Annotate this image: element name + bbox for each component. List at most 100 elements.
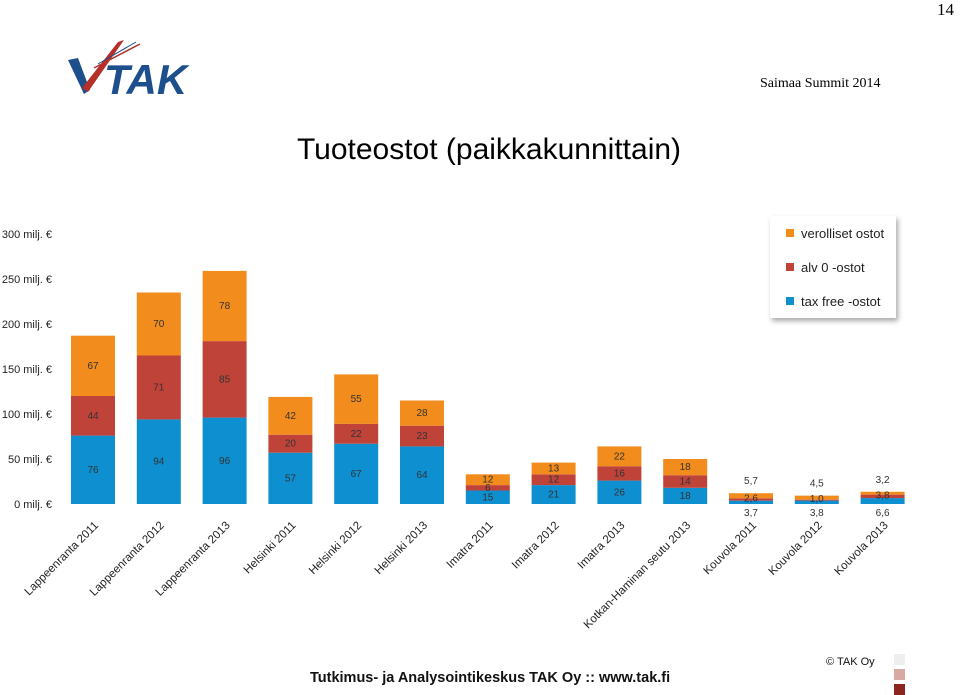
bars: [71, 270, 905, 504]
bar-verolliset: [268, 396, 313, 435]
x-tick-label: Imatra 2013: [576, 520, 628, 572]
data-label: 18: [680, 491, 692, 502]
data-label: 44: [87, 411, 99, 422]
x-tick-label: Helsinki 2011: [242, 520, 299, 577]
bar-alv0: [860, 494, 905, 499]
data-label: 5,7: [744, 476, 758, 487]
data-label: 3,7: [744, 508, 758, 519]
legend-label: verolliset ostot: [801, 225, 885, 241]
data-label: 96: [219, 456, 231, 467]
legend-swatch: [786, 297, 794, 305]
x-tick-label: Kouvola 2013: [832, 520, 890, 578]
data-label: 23: [416, 431, 428, 442]
conference-name: Saimaa Summit 2014: [760, 76, 881, 91]
x-tick-label: Kouvola 2011: [702, 520, 760, 578]
stacked-bar-chart: 0 milj. € 50 milj. € 100 milj. € 150 milj. …: [2, 229, 905, 632]
legend-label: tax free -ostot: [801, 293, 881, 309]
tak-logo: TAK: [64, 38, 214, 103]
x-tick-label: Lappeenranta 2013: [154, 520, 233, 599]
logo-text: TAK: [104, 56, 190, 102]
data-label: 71: [153, 382, 165, 393]
bar-tax_free: [71, 435, 115, 504]
legend-item: verolliset ostot: [786, 225, 884, 241]
copyright: © TAK Oy: [826, 656, 875, 668]
data-label: 57: [285, 473, 297, 484]
y-tick-label: 50 milj. €: [8, 454, 52, 466]
data-label: 3,2: [876, 475, 890, 486]
data-label: 3,8: [810, 508, 824, 519]
tak-logo-graphic: TAK: [68, 40, 190, 103]
bar-alv0: [71, 396, 115, 436]
data-label: 42: [285, 411, 297, 422]
x-tick-label: Helsinki 2013: [373, 520, 430, 577]
bar-verolliset: [202, 270, 247, 342]
bar-alv0: [663, 475, 708, 488]
decor-square-mid: [894, 669, 905, 680]
x-tick-label: Lappeenranta 2012: [88, 520, 167, 599]
legend-swatch: [786, 229, 794, 237]
data-label: 85: [219, 374, 231, 385]
data-label: 26: [614, 487, 626, 498]
x-tick-label: Imatra 2012: [510, 520, 562, 572]
legend-swatch: [786, 263, 794, 271]
bar-tax_free: [202, 417, 247, 504]
bar-alv0: [729, 498, 773, 501]
decor-square-light: [894, 654, 905, 665]
bar-alv0: [202, 341, 247, 418]
bar-tax_free: [860, 498, 905, 504]
footer-text: Tutkimus- ja Analysointikeskus TAK Oy ::…: [310, 670, 671, 686]
bar-verolliset: [71, 335, 115, 396]
bar-verolliset: [531, 462, 576, 475]
bar-alv0: [531, 474, 576, 486]
data-label: 22: [351, 429, 363, 440]
data-label: 55: [351, 394, 363, 405]
data-label: 6,6: [876, 508, 890, 519]
bar-verolliset: [794, 495, 839, 500]
data-label: 70: [153, 319, 165, 330]
bar-tax_free: [465, 490, 510, 504]
y-tick-label: 250 milj. €: [2, 274, 52, 286]
bar-alv0: [334, 423, 379, 444]
bar-tax_free: [663, 487, 708, 504]
bar-alv0: [597, 466, 642, 481]
bar-verolliset: [860, 491, 905, 495]
y-tick-label: 300 milj. €: [2, 229, 52, 241]
x-tick-label: Lappeenranta 2011: [23, 520, 101, 598]
x-tick-label: Helsinki 2012: [307, 520, 364, 577]
data-labels: 7644679471709685785720426722556423281561…: [87, 301, 890, 519]
legend-label: alv 0 -ostot: [801, 259, 865, 275]
data-label: 4,5: [810, 479, 824, 490]
bar-tax_free: [729, 500, 773, 504]
bar-verolliset: [663, 459, 708, 476]
bar-alv0: [465, 485, 510, 491]
y-axis: 0 milj. € 50 milj. € 100 milj. € 150 milj. …: [2, 229, 52, 511]
bar-verolliset: [729, 493, 773, 499]
page-title: Tuoteostot (paikkakunnittain): [296, 133, 682, 166]
bar-verolliset: [400, 400, 444, 426]
bar-alv0: [794, 499, 839, 501]
data-label: 1,0: [810, 494, 824, 505]
data-label: 20: [285, 439, 297, 450]
bar-verolliset: [597, 446, 642, 467]
legend-item: alv 0 -ostot: [786, 259, 865, 275]
data-label: 15: [482, 492, 494, 503]
x-tick-label: Imatra 2011: [445, 520, 496, 571]
bar-tax_free: [794, 500, 839, 504]
data-label: 3,8: [876, 490, 890, 501]
data-label: 12: [548, 475, 560, 486]
data-label: 18: [680, 462, 692, 473]
chart-legend: verolliset ostot alv 0 -ostot tax free -os…: [770, 216, 896, 318]
bar-alv0: [136, 355, 181, 420]
data-label: 13: [548, 463, 560, 474]
decor-square-dark: [894, 684, 905, 695]
bar-tax_free: [136, 419, 181, 504]
data-label: 6: [485, 483, 491, 494]
data-label: 16: [614, 468, 626, 479]
data-label: 2,6: [744, 494, 758, 505]
y-tick-label: 150 milj. €: [2, 364, 52, 376]
data-label: 64: [416, 470, 428, 481]
bar-alv0: [268, 434, 313, 453]
y-tick-label: 0 milj. €: [14, 499, 52, 511]
data-label: 14: [680, 477, 692, 488]
